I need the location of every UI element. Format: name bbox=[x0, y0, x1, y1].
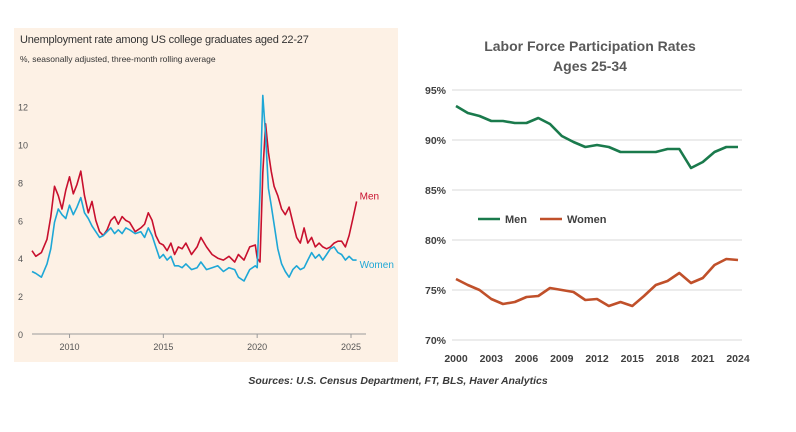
ft-x-tick-label: 2010 bbox=[60, 342, 80, 352]
ft-chart-panel: 0 2 4 6 8 10 12 2010 2015 2020 2025 Men Women Unempl… bbox=[14, 28, 398, 362]
lfpr-x-tick-label: 2021 bbox=[691, 353, 715, 365]
ft-series-label-men: Men bbox=[360, 191, 379, 202]
ft-series-line-women bbox=[31, 94, 357, 282]
lfpr-y-tick-label: 95% bbox=[425, 85, 447, 97]
ft-y-tick-label: 10 bbox=[18, 141, 28, 151]
ft-x-tick-label: 2020 bbox=[247, 342, 267, 352]
lfpr-y-tick-label: 70% bbox=[425, 335, 447, 347]
lfpr-y-tick-label: 75% bbox=[425, 285, 447, 297]
ft-y-tick-label: 8 bbox=[18, 178, 23, 188]
lfpr-y-tick-label: 85% bbox=[425, 185, 447, 197]
ft-chart-plot: 0 2 4 6 8 10 12 2010 2015 2020 2025 Men Women bbox=[18, 94, 394, 352]
ft-x-tick-label: 2015 bbox=[153, 342, 173, 352]
lfpr-x-tick-label: 2009 bbox=[550, 353, 574, 365]
lfpr-series-line-men bbox=[455, 104, 738, 170]
lfpr-x-tick-label: 2003 bbox=[480, 353, 504, 365]
lfpr-title-line1: Labor Force Participation Rates bbox=[484, 38, 696, 54]
lfpr-chart-title: Labor Force Participation Rates Ages 25-… bbox=[400, 36, 780, 76]
lfpr-x-tick-label: 2012 bbox=[585, 353, 609, 365]
lfpr-y-tick-label: 80% bbox=[425, 235, 447, 247]
lfpr-legend-label-women: Women bbox=[567, 214, 607, 226]
ft-chart-subtitle: %, seasonally adjusted, three-month roll… bbox=[20, 54, 216, 64]
lfpr-legend-label-men: Men bbox=[505, 214, 527, 226]
lfpr-y-tick-label: 90% bbox=[425, 135, 447, 147]
lfpr-x-tick-label: 2006 bbox=[515, 353, 539, 365]
ft-y-tick-label: 0 bbox=[18, 330, 23, 340]
lfpr-series-line-women bbox=[455, 257, 739, 308]
ft-series-line-men bbox=[31, 123, 358, 263]
lfpr-chart-plot: 70% 75% 80% 85% 90% 95% 2000 2003 2006 2009 2012 20… bbox=[425, 85, 750, 365]
lfpr-title-line2: Ages 25-34 bbox=[553, 58, 627, 74]
lfpr-x-tick-label: 2018 bbox=[656, 353, 680, 365]
lfpr-x-tick-label: 2015 bbox=[621, 353, 645, 365]
ft-x-tick-label: 2025 bbox=[341, 342, 361, 352]
ft-series-label-women: Women bbox=[360, 260, 394, 271]
source-note: Sources: U.S. Census Department, FT, BLS… bbox=[248, 375, 548, 387]
lfpr-x-tick-label: 2000 bbox=[444, 353, 468, 365]
ft-y-tick-label: 6 bbox=[18, 216, 23, 226]
ft-y-tick-label: 12 bbox=[18, 103, 28, 113]
ft-chart-title: Unemployment rate among US college gradu… bbox=[20, 34, 309, 46]
lfpr-x-tick-label: 2024 bbox=[726, 353, 750, 365]
ft-y-tick-label: 4 bbox=[18, 254, 23, 264]
ft-y-tick-label: 2 bbox=[18, 292, 23, 302]
